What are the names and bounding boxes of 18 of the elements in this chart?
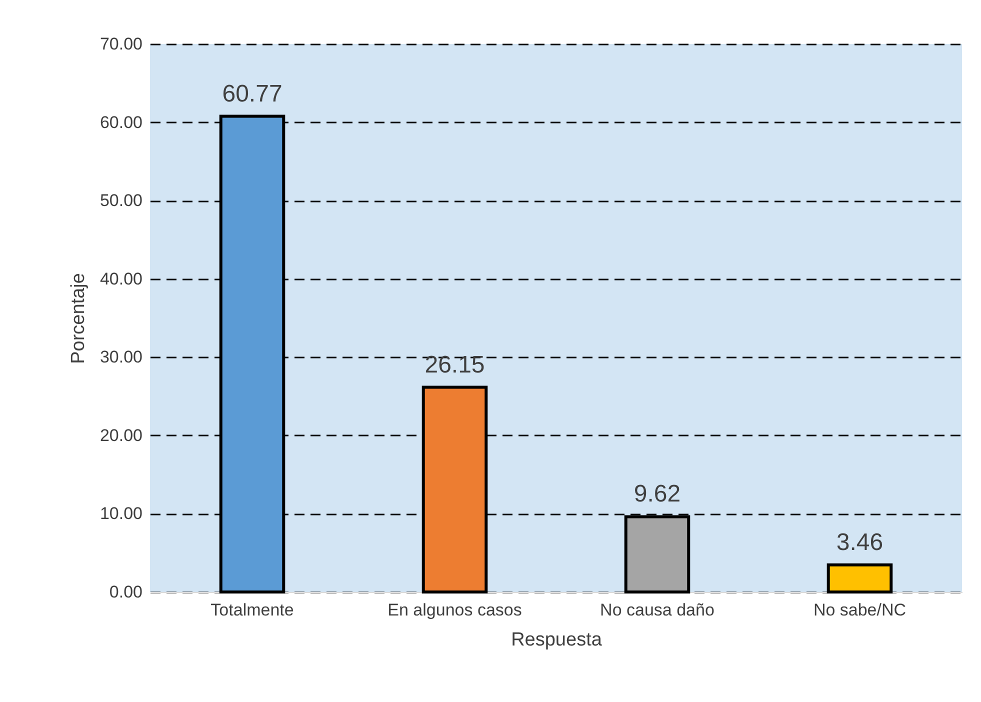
y-axis-title: Porcentaje [68, 273, 89, 364]
x-tick-label: En algunos casos [388, 600, 522, 620]
y-tick-label: 60.00 [100, 112, 142, 132]
y-tick-label: 40.00 [100, 269, 142, 288]
y-tick-label: 30.00 [100, 348, 142, 367]
y-tick-label: 20.00 [100, 426, 142, 445]
x-tick-label: Totalmente [210, 600, 294, 620]
data-label: 26.15 [424, 351, 485, 378]
y-tick-label: 70.00 [100, 34, 142, 54]
y-tick-label: 50.00 [100, 191, 142, 210]
y-tick-label: 0.00 [109, 582, 142, 602]
data-label: 9.62 [634, 480, 681, 508]
data-label: 3.46 [836, 528, 884, 556]
x-tick-label: No causa daño [600, 600, 714, 620]
x-axis-title: Respuesta [511, 630, 602, 650]
x-tick-label: No sabe/NC [813, 600, 906, 620]
y-tick-label: 10.00 [100, 504, 142, 524]
data-label: 60.77 [222, 80, 282, 108]
